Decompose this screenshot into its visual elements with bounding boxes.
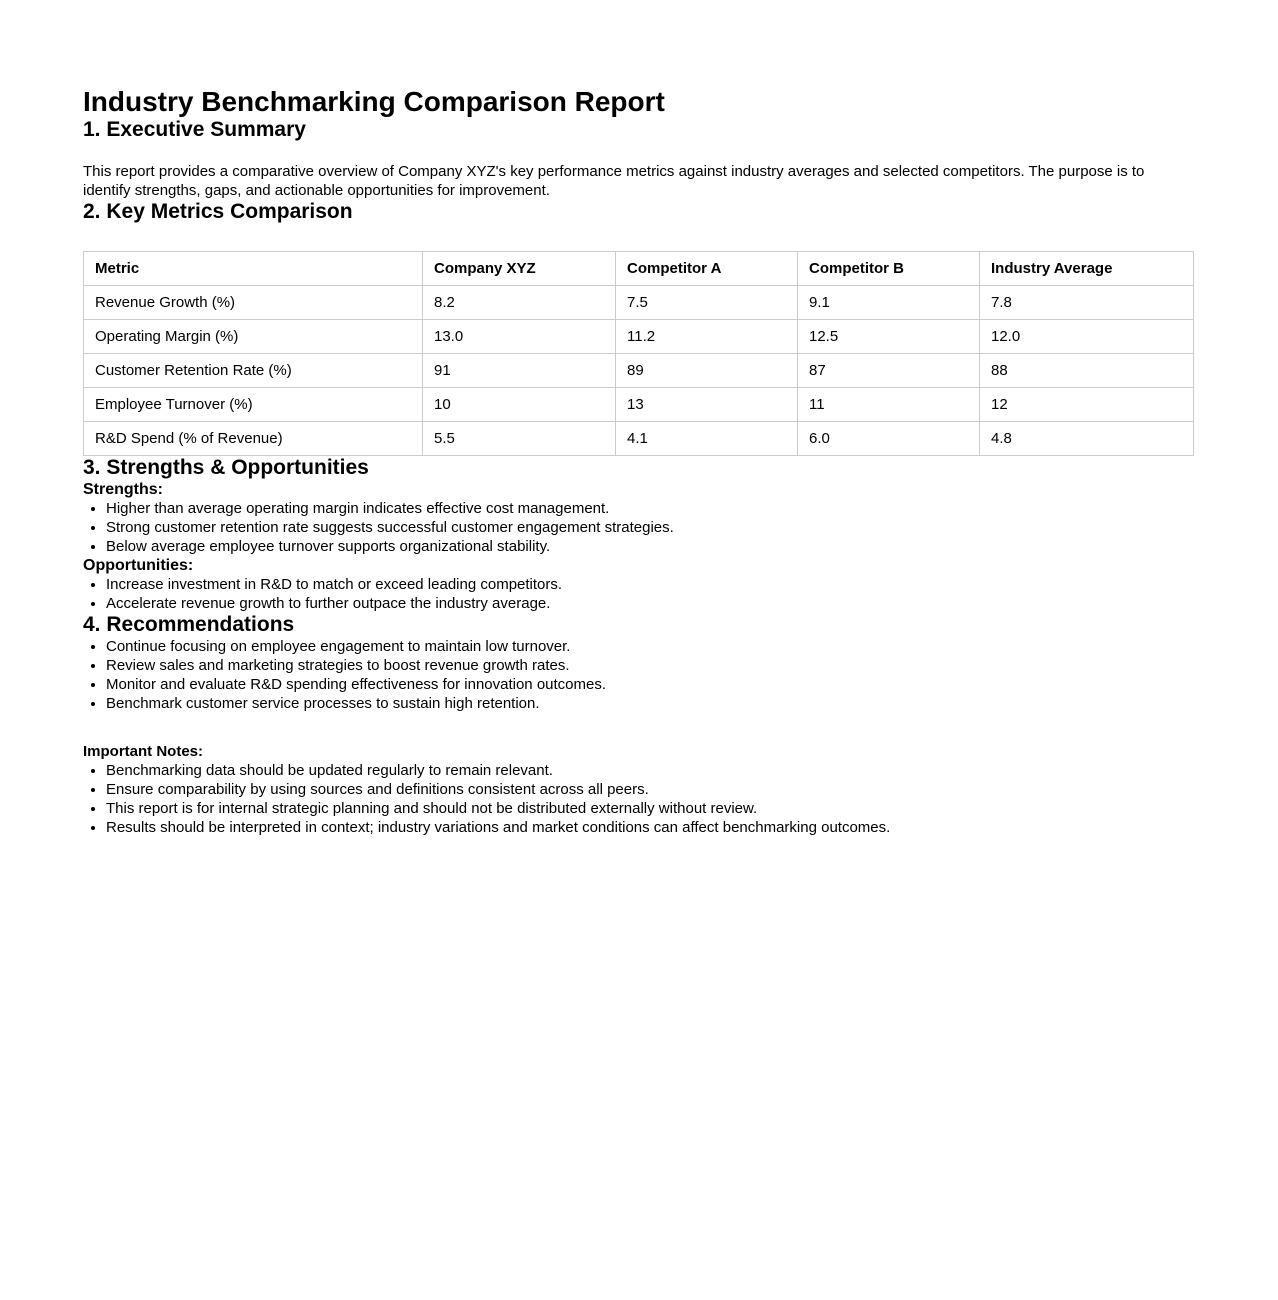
executive-summary-paragraph: This report provides a comparative overv… [83,163,1145,199]
company-xyz-cell: 8.2 [422,285,616,320]
opportunities-list: Increase investment in R&D to match or e… [83,575,1193,613]
list-item: Strong customer retention rate suggests … [106,518,1193,537]
competitor-b-cell: 11 [797,387,980,422]
company-xyz-cell: 91 [422,353,616,388]
section-heading-executive-summary: 1. Executive Summary [83,118,306,141]
table-row: Revenue Growth (%) 8.2 7.5 9.1 7.8 [83,285,1194,320]
list-item: Continue focusing on employee engagement… [106,637,1193,656]
table-row: Employee Turnover (%) 10 13 11 12 [83,387,1194,422]
important-notes-list: Benchmarking data should be updated regu… [83,761,1193,837]
company-xyz-cell: 13.0 [422,319,616,354]
competitor-a-cell: 4.1 [615,421,798,456]
metric-name-cell: Employee Turnover (%) [83,387,423,422]
metric-name-cell: Operating Margin (%) [83,319,423,354]
table-header-cell: Competitor A [615,251,798,286]
list-item: Benchmark customer service processes to … [106,694,1193,713]
list-item: Below average employee turnover supports… [106,537,1193,556]
table-header-cell: Industry Average [979,251,1194,286]
industry-average-cell: 88 [979,353,1194,388]
page-title: Industry Benchmarking Comparison Report [83,86,665,117]
competitor-a-cell: 13 [615,387,798,422]
list-item: Higher than average operating margin ind… [106,499,1193,518]
table-header-cell: Metric [83,251,423,286]
company-xyz-cell: 5.5 [422,421,616,456]
competitor-a-cell: 7.5 [615,285,798,320]
competitor-b-cell: 12.5 [797,319,980,354]
table-header-row: Metric Company XYZ Competitor A Competit… [83,251,1194,286]
section-heading-strengths-opportunities: 3. Strengths & Opportunities [83,456,369,479]
metric-name-cell: Customer Retention Rate (%) [83,353,423,388]
competitor-b-cell: 87 [797,353,980,388]
list-item: Benchmarking data should be updated regu… [106,761,1193,780]
strengths-list: Higher than average operating margin ind… [83,499,1193,556]
report-document: Industry Benchmarking Comparison Report … [0,0,1278,837]
table-row: Customer Retention Rate (%) 91 89 87 88 [83,353,1194,388]
important-notes-label: Important Notes: [83,743,203,760]
opportunities-label: Opportunities: [83,557,194,574]
list-item: Accelerate revenue growth to further out… [106,594,1193,613]
list-item: Increase investment in R&D to match or e… [106,575,1193,594]
list-item: Review sales and marketing strategies to… [106,656,1193,675]
strengths-label: Strengths: [83,481,163,498]
industry-average-cell: 12.0 [979,319,1194,354]
table-row: R&D Spend (% of Revenue) 5.5 4.1 6.0 4.8 [83,421,1194,456]
recommendations-list: Continue focusing on employee engagement… [83,637,1193,713]
company-xyz-cell: 10 [422,387,616,422]
list-item: Ensure comparability by using sources an… [106,780,1193,799]
competitor-b-cell: 6.0 [797,421,980,456]
competitor-b-cell: 9.1 [797,285,980,320]
industry-average-cell: 4.8 [979,421,1194,456]
list-item: Monitor and evaluate R&D spending effect… [106,675,1193,694]
list-item: This report is for internal strategic pl… [106,799,1193,818]
table-header-cell: Company XYZ [422,251,616,286]
section-heading-recommendations: 4. Recommendations [83,613,295,636]
table-header-cell: Competitor B [797,251,980,286]
competitor-a-cell: 89 [615,353,798,388]
competitor-a-cell: 11.2 [615,319,798,354]
table-row: Operating Margin (%) 13.0 11.2 12.5 12.0 [83,319,1194,354]
industry-average-cell: 12 [979,387,1194,422]
metric-name-cell: Revenue Growth (%) [83,285,423,320]
section-heading-key-metrics: 2. Key Metrics Comparison [83,200,353,223]
metric-name-cell: R&D Spend (% of Revenue) [83,421,423,456]
industry-average-cell: 7.8 [979,285,1194,320]
key-metrics-table: Metric Company XYZ Competitor A Competit… [83,251,1194,456]
list-item: Results should be interpreted in context… [106,818,1193,837]
